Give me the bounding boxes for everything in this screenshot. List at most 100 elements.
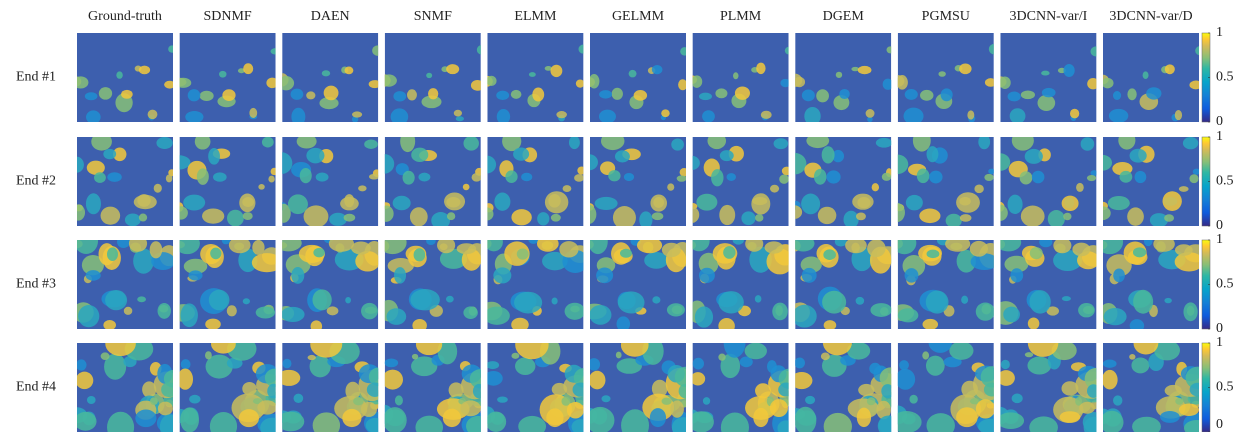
map-blob <box>137 296 146 303</box>
map-blob <box>956 407 978 428</box>
map-blob <box>446 64 460 75</box>
map-blob <box>410 289 440 311</box>
map-blob <box>77 371 94 390</box>
map-blob <box>692 357 705 370</box>
map-blob <box>351 241 371 255</box>
abundance-map <box>77 137 173 226</box>
map-blob <box>537 212 550 226</box>
map-blob <box>342 408 362 428</box>
map-blob <box>1020 205 1045 226</box>
map-blob <box>252 240 265 255</box>
colorbar-tick-label: 1 <box>1216 129 1223 144</box>
map-blob <box>196 168 209 185</box>
map-blob <box>442 408 462 428</box>
map-blob <box>453 109 462 117</box>
abundance-map <box>897 33 994 122</box>
abundance-map <box>897 240 994 329</box>
map-blob <box>321 70 331 77</box>
map-blob <box>1174 110 1183 121</box>
map-blob <box>926 413 955 432</box>
map-blob <box>1041 70 1050 76</box>
map-blob <box>726 173 736 181</box>
map-blob <box>1024 148 1043 164</box>
map-blob <box>180 407 199 432</box>
map-blob <box>1087 384 1097 398</box>
map-blob <box>384 407 407 432</box>
map-blob <box>456 243 477 255</box>
map-blob <box>310 320 323 329</box>
row-label: End #2 <box>16 174 56 189</box>
map-blob <box>882 78 892 90</box>
map-blob <box>715 88 728 99</box>
map-blob <box>1000 240 1022 252</box>
map-blob <box>77 359 87 371</box>
map-blob <box>1031 170 1045 184</box>
abundance-map <box>282 240 379 329</box>
abundance-map <box>590 33 686 122</box>
map-blob <box>608 170 621 182</box>
map-blob <box>920 89 934 101</box>
map-blob <box>439 248 468 269</box>
map-blob <box>185 111 204 122</box>
map-blob <box>487 155 497 174</box>
map-blob <box>945 213 962 226</box>
map-blob <box>556 111 567 119</box>
map-blob <box>227 209 244 226</box>
map-blob <box>692 206 700 223</box>
map-blob <box>91 137 112 151</box>
map-blob <box>384 240 407 255</box>
map-blob <box>258 183 265 190</box>
map-blob <box>826 170 841 184</box>
map-blob <box>487 207 494 221</box>
map-blob <box>754 295 762 303</box>
map-blob <box>816 89 829 103</box>
abundance-map <box>590 240 686 329</box>
map-blob <box>1103 359 1117 368</box>
map-blob <box>1041 87 1056 98</box>
map-blob <box>1063 212 1072 221</box>
map-blob <box>287 194 308 215</box>
map-blob <box>572 382 584 397</box>
map-blob <box>795 76 806 88</box>
map-blob <box>1000 359 1010 370</box>
map-blob <box>296 137 317 149</box>
map-blob <box>462 183 470 191</box>
map-blob <box>978 418 994 432</box>
map-blob <box>897 240 917 255</box>
map-blob <box>822 343 852 356</box>
map-blob <box>723 343 746 358</box>
map-blob <box>929 170 943 184</box>
column-header: ELMM <box>514 9 557 24</box>
map-blob <box>291 107 306 122</box>
map-blob <box>1129 353 1136 360</box>
map-blob <box>877 415 892 432</box>
map-blob <box>974 184 984 194</box>
map-blob <box>384 369 403 390</box>
map-blob <box>720 353 741 379</box>
map-blob <box>242 381 257 396</box>
map-blob <box>670 400 684 418</box>
map-blob <box>448 382 464 399</box>
map-blob <box>303 205 329 226</box>
map-blob <box>412 319 427 329</box>
map-blob <box>1174 252 1199 272</box>
map-blob <box>698 92 712 101</box>
map-blob <box>1164 214 1175 222</box>
map-blob <box>904 268 919 283</box>
map-blob <box>867 116 873 122</box>
map-blob <box>919 208 941 224</box>
map-blob <box>766 248 789 275</box>
map-blob <box>1039 240 1053 248</box>
map-blob <box>1087 78 1097 90</box>
map-blob <box>270 48 276 55</box>
column-header: GELMM <box>612 9 665 24</box>
abundance-map <box>282 343 379 432</box>
map-blob <box>149 397 158 406</box>
map-blob <box>835 71 843 78</box>
row-label: End #4 <box>16 380 56 395</box>
map-blob <box>628 69 637 78</box>
map-blob <box>732 240 745 245</box>
map-blob <box>661 109 670 118</box>
map-blob <box>674 366 686 387</box>
map-blob <box>107 411 135 432</box>
